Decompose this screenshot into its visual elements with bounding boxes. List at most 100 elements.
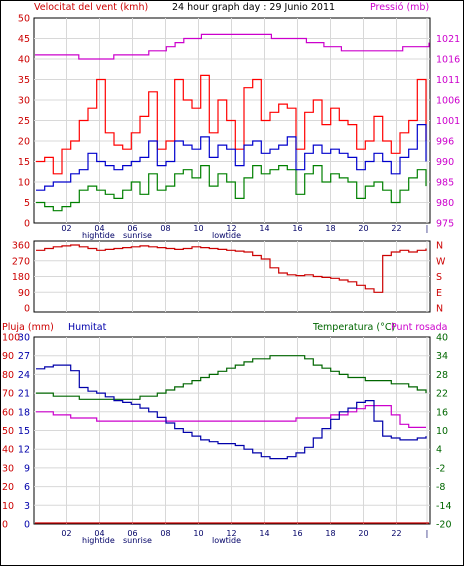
humidity-tick-label: 27 bbox=[18, 351, 30, 362]
pressure-tick-label: 985 bbox=[436, 178, 454, 189]
rain-tick-label: 0 bbox=[2, 520, 8, 531]
wind-min-line bbox=[36, 165, 427, 212]
x-tick-label: 18 bbox=[325, 529, 335, 538]
wind-speed-tick-label: 15 bbox=[18, 157, 30, 168]
x-tick-label: 04 bbox=[94, 224, 104, 233]
pressure-tick-label: 996 bbox=[436, 137, 454, 148]
wind-direction-line bbox=[36, 244, 427, 293]
temperature-tick-label: 16 bbox=[436, 407, 448, 418]
hightide-annotation-bottom: hightide bbox=[82, 536, 115, 545]
humidity-tick-label: 21 bbox=[18, 389, 30, 400]
chart-title: 24 hour graph day : 29 Junio 2011 bbox=[172, 2, 335, 13]
wind-gust-line bbox=[36, 74, 427, 175]
hightide-annotation: hightide bbox=[82, 231, 115, 240]
wind-direction-degree-labels: 360 270 180 90 0 bbox=[12, 241, 30, 315]
humidity-tick-label: 30 bbox=[18, 333, 30, 344]
humidity-tick-label: 12 bbox=[18, 445, 30, 456]
rain-tick-label: 40 bbox=[2, 445, 14, 456]
temperature-tick-label: -2 bbox=[436, 463, 445, 474]
humidity-axis-title: Humitat bbox=[68, 322, 107, 333]
wind-speed-tick-labels: 0 5 10 15 20 25 30 35 40 45 50 bbox=[18, 14, 30, 230]
temp-humidity-gridlines bbox=[34, 337, 430, 524]
direction-compass-label: N bbox=[436, 241, 443, 252]
rain-tick-label: 70 bbox=[2, 389, 14, 400]
pressure-tick-label: 1011 bbox=[436, 75, 460, 86]
wind-speed-tick-label: 40 bbox=[18, 55, 30, 66]
rain-tick-label: 80 bbox=[2, 370, 14, 381]
direction-compass-label: W bbox=[436, 256, 446, 267]
x-tick-label: 02 bbox=[61, 529, 71, 538]
humidity-tick-label: 0 bbox=[24, 520, 30, 531]
sunrise-annotation: sunrise bbox=[123, 231, 152, 240]
wind-direction-series bbox=[36, 244, 427, 293]
direction-degree-label: 180 bbox=[12, 272, 30, 283]
rain-tick-label: 10 bbox=[2, 501, 14, 512]
wind-speed-tick-label: 5 bbox=[24, 198, 30, 209]
direction-compass-label: N bbox=[436, 304, 443, 315]
x-tick-label: 06 bbox=[127, 224, 137, 233]
dewpoint-axis-title: Punt rosada bbox=[391, 322, 447, 333]
x-tick-label: 08 bbox=[160, 224, 170, 233]
temperature-tick-label: -8 bbox=[436, 482, 445, 493]
x-tick-label: 18 bbox=[325, 224, 335, 233]
dewpoint-line bbox=[36, 405, 426, 428]
lowtide-annotation: lowtide bbox=[212, 231, 241, 240]
x-tick-label: | bbox=[426, 529, 429, 538]
wind-speed-tick-label: 50 bbox=[18, 14, 30, 25]
direction-degree-label: 90 bbox=[18, 288, 30, 299]
x-tick-label: 10 bbox=[193, 529, 203, 538]
wind-speed-tick-label: 30 bbox=[18, 96, 30, 107]
direction-compass-label: E bbox=[436, 288, 442, 299]
wind-speed-tick-label: 0 bbox=[24, 219, 30, 230]
rain-tick-label: 100 bbox=[2, 333, 20, 344]
x-tick-label: 06 bbox=[127, 529, 137, 538]
rain-tick-label: 30 bbox=[2, 463, 14, 474]
x-tick-label: 14 bbox=[259, 529, 269, 538]
temperature-tick-label: 4 bbox=[436, 445, 442, 456]
panel1-x-tick-labels: 02 04 06 08 10 12 14 16 18 20 22 | bbox=[61, 224, 428, 233]
wind-speed-tick-label: 20 bbox=[18, 137, 30, 148]
x-tick-label: 10 bbox=[193, 224, 203, 233]
sunrise-annotation-bottom: sunrise bbox=[123, 536, 152, 545]
pressure-tick-labels: 975 980 985 990 996 1001 1006 1011 1016 1021 bbox=[436, 34, 460, 230]
temperature-tick-label: 10 bbox=[436, 426, 448, 437]
direction-degree-label: 360 bbox=[12, 241, 30, 252]
pressure-axis-title: Pressió (mb) bbox=[370, 2, 429, 13]
rain-tick-label: 20 bbox=[2, 482, 14, 493]
humidity-tick-label: 3 bbox=[24, 501, 30, 512]
rain-tick-label: 90 bbox=[2, 351, 14, 362]
temperature-axis-title: Temperatura (°C) bbox=[312, 322, 395, 333]
x-tick-label: 12 bbox=[226, 224, 236, 233]
temperature-line bbox=[36, 355, 427, 400]
pressure-tick-label: 990 bbox=[436, 157, 454, 168]
wind-speed-line bbox=[36, 123, 427, 191]
wind-speed-tick-label: 35 bbox=[18, 75, 30, 86]
pressure-tick-label: 1006 bbox=[436, 96, 460, 107]
rain-axis-title: Pluja (mm) bbox=[2, 322, 54, 333]
temp-humidity-series bbox=[35, 355, 429, 524]
x-tick-label: 20 bbox=[358, 529, 368, 538]
temperature-tick-label: -20 bbox=[436, 520, 452, 531]
temperature-tick-label: 40 bbox=[436, 333, 448, 344]
x-tick-label: 22 bbox=[391, 529, 401, 538]
x-tick-label: 04 bbox=[94, 529, 104, 538]
panel3-x-tick-labels: 02 04 06 08 10 12 14 16 18 20 22 | bbox=[61, 529, 428, 538]
pressure-tick-label: 1001 bbox=[436, 116, 460, 127]
pressure-tick-label: 980 bbox=[436, 198, 454, 209]
wind-speed-tick-label: 25 bbox=[18, 116, 30, 127]
humidity-tick-label: 18 bbox=[18, 407, 30, 418]
humidity-tick-label: 6 bbox=[24, 482, 30, 493]
pressure-tick-label: 975 bbox=[436, 219, 454, 230]
temperature-tick-label: 34 bbox=[436, 351, 448, 362]
x-tick-label: 16 bbox=[292, 224, 302, 233]
x-tick-label: | bbox=[426, 224, 429, 233]
humidity-tick-label: 15 bbox=[18, 426, 30, 437]
x-tick-label: 22 bbox=[391, 224, 401, 233]
x-tick-label: 20 bbox=[358, 224, 368, 233]
pressure-tick-label: 1021 bbox=[436, 34, 460, 45]
humidity-tick-label: 24 bbox=[18, 370, 30, 381]
x-tick-label: 14 bbox=[259, 224, 269, 233]
